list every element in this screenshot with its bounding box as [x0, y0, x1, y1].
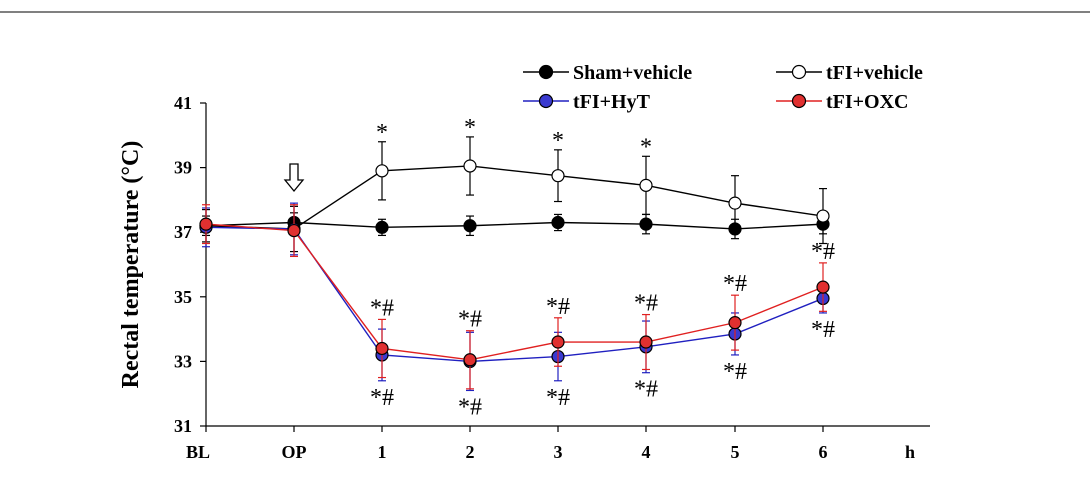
data-point [728, 196, 742, 210]
significance-star-hash: *# [458, 307, 482, 333]
op-arrow-icon [283, 163, 305, 193]
significance-star-hash: *# [546, 385, 570, 411]
data-point [463, 219, 477, 233]
data-point [551, 215, 565, 230]
legend-label: Sham+vehicle [573, 62, 692, 84]
data-point [463, 159, 477, 173]
significance-star-hash: *# [370, 295, 394, 321]
data-point [639, 178, 653, 192]
data-point [463, 353, 477, 367]
y-tick-label: 31 [174, 416, 192, 436]
data-point [728, 316, 742, 330]
data-point [375, 220, 389, 234]
series-line [205, 165, 824, 230]
legend-marker [538, 93, 554, 109]
y-tick-label: 37 [174, 222, 192, 242]
significance-star-hash: *# [634, 291, 658, 317]
y-tick-label: 41 [174, 93, 192, 113]
significance-star-hash: *# [811, 239, 835, 265]
y-tick-label: 33 [174, 351, 192, 371]
data-point [639, 217, 653, 231]
x-tick-label: 1 [378, 442, 387, 462]
legend-label: tFI+OXC [826, 91, 909, 113]
x-tick-label: 2 [466, 442, 475, 462]
data-point [199, 217, 213, 231]
x-tick-label: 5 [731, 442, 740, 462]
x-tick-label: 6 [819, 442, 828, 462]
data-point [816, 209, 830, 223]
series-line [205, 223, 824, 361]
data-point [375, 164, 389, 178]
significance-star-hash: *# [546, 294, 570, 320]
legend: Sham+vehicle tFI+vehicle tFI+HyT tFI+OXC [523, 62, 923, 113]
significance-star-hash: *# [458, 394, 482, 420]
legend-marker [791, 64, 807, 80]
y-tick-label: 35 [174, 287, 192, 307]
legend-label: tFI+vehicle [826, 62, 923, 84]
series-layer [199, 136, 830, 392]
significance-star: * [464, 115, 476, 141]
legend-label: tFI+HyT [573, 91, 651, 113]
legend-marker [791, 93, 807, 109]
annotations: * * * * *# *# *# *# *# *# *# *# *# *# *# *# [283, 115, 835, 420]
legend-marker [538, 64, 554, 80]
data-point [375, 341, 389, 356]
x-unit-label: h [905, 442, 915, 462]
data-point [639, 335, 653, 349]
significance-star-hash: *# [723, 271, 747, 297]
x-tick-label: 3 [554, 442, 563, 462]
series-line [205, 221, 824, 230]
legend-entry-tFI+HyT: tFI+HyT [523, 91, 651, 113]
x-tick-label: 4 [642, 442, 651, 462]
legend-entry-tFI+OXC: tFI+OXC [776, 91, 909, 113]
data-point [551, 169, 565, 183]
significance-star: * [376, 120, 388, 146]
significance-star: * [640, 134, 652, 160]
significance-star-hash: *# [634, 377, 658, 403]
significance-star-hash: *# [370, 385, 394, 411]
data-point [816, 280, 830, 294]
significance-star: * [552, 128, 564, 154]
significance-star-hash: *# [811, 317, 835, 343]
data-point [551, 335, 565, 349]
x-tick-label: OP [282, 442, 307, 462]
legend-entry-tFI+vehicle: tFI+vehicle [776, 62, 923, 84]
data-point [287, 223, 301, 238]
x-tick-label: BL [186, 442, 210, 462]
significance-star-hash: *# [723, 359, 747, 385]
y-tick-label: 39 [174, 158, 192, 178]
legend-entry-Sham+vehicle: Sham+vehicle [523, 62, 692, 84]
axes: 31 33 35 37 39 41 BL OP 1 2 3 4 5 6 h Rectal temperatur… [118, 93, 930, 462]
series-tFI+OXC [199, 204, 830, 390]
y-axis-label: Rectal temperature (°C) [118, 141, 144, 389]
